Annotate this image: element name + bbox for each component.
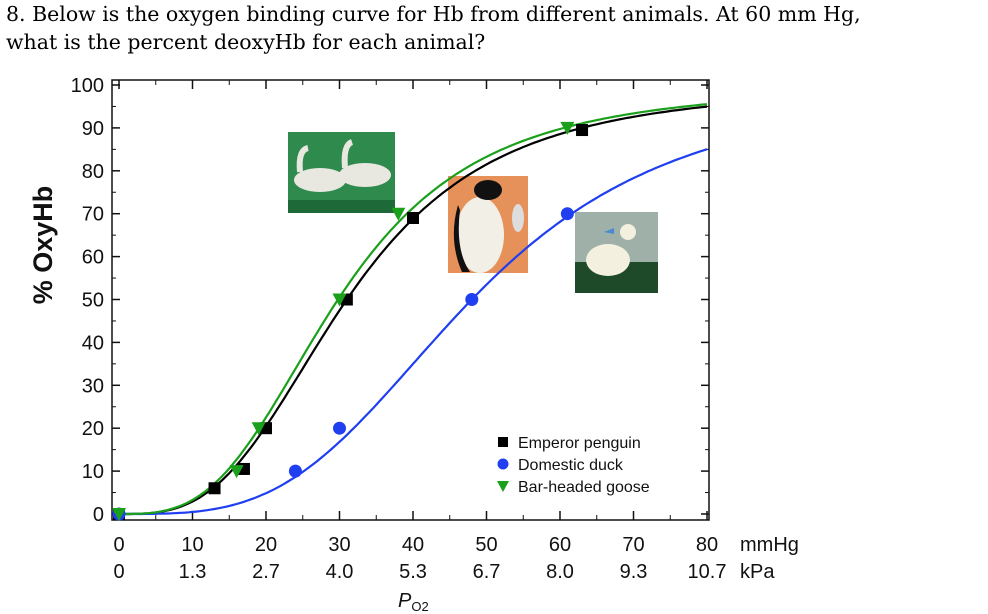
x-tick-label-kpa: 1.3	[179, 561, 207, 583]
y-tick-label: 20	[82, 418, 104, 440]
domestic-duck-photo	[575, 212, 658, 293]
y-tick-label: 90	[82, 118, 104, 140]
y-axis-label: % OxyHb	[28, 186, 58, 305]
x-tick-label-kpa: 8.0	[546, 561, 574, 583]
point-bar-headed-goose	[391, 207, 406, 221]
curve-emperor-penguin	[119, 105, 708, 516]
x-tick-label-kpa: 6.7	[473, 561, 501, 583]
legend-marker-emperor-penguin	[498, 437, 508, 447]
point-bar-headed-goose	[112, 508, 126, 521]
question-line-1: 8. Below is the oxygen binding curve for…	[6, 2, 861, 26]
y-tick-label: 40	[82, 332, 104, 354]
curve-bar-headed-goose	[119, 103, 708, 516]
emperor-penguin-photo	[448, 176, 528, 273]
curve-domestic-duck	[119, 148, 708, 516]
point-bar-headed-goose	[332, 293, 347, 307]
point-bar-headed-goose	[560, 121, 575, 135]
x-tick-label-kpa: 5.3	[399, 561, 427, 583]
y-tick-label: 10	[82, 461, 104, 483]
plot-frame	[111, 79, 710, 521]
legend-label-bar-headed-goose: Bar-headed goose	[518, 479, 650, 496]
x-tick-label-mmhg: 80	[696, 534, 718, 556]
x-axis-label-subscript: O2	[411, 599, 428, 614]
question-line-2: what is the percent deoxyHb for each ani…	[6, 30, 486, 54]
x-tick-label-mmhg: 50	[475, 534, 497, 556]
y-tick-label: 30	[82, 375, 104, 397]
x-tick-label-mmhg: 10	[181, 534, 203, 556]
x-unit-mmhg: mmHg	[740, 534, 799, 556]
legend-label-emperor-penguin: Emperor penguin	[518, 435, 641, 452]
x-unit-kpa: kPa	[740, 561, 775, 583]
legend-label-domestic-duck: Domestic duck	[518, 457, 624, 474]
y-tick-label: 50	[82, 290, 104, 312]
legend-marker-domestic-duck	[497, 458, 509, 470]
y-tick-label: 100	[71, 75, 104, 97]
x-tick-label-mmhg: 30	[328, 534, 350, 556]
x-tick-label-kpa: 4.0	[326, 561, 354, 583]
point-emperor-penguin	[576, 124, 589, 137]
x-tick-label-kpa: 0	[113, 561, 124, 583]
point-emperor-penguin	[407, 211, 419, 224]
point-domestic-duck	[333, 421, 346, 435]
bar-headed-goose-photo	[288, 132, 395, 213]
point-domestic-duck	[560, 207, 574, 221]
point-bar-headed-goose	[229, 465, 244, 479]
legend-marker-bar-headed-goose	[497, 481, 509, 492]
y-tick-label: 0	[93, 504, 104, 526]
x-tick-label-kpa: 2.7	[252, 561, 280, 583]
x-tick-label-kpa: 9.3	[620, 561, 648, 583]
point-bar-headed-goose	[251, 422, 266, 436]
point-emperor-penguin	[208, 482, 221, 495]
y-tick-label: 80	[82, 161, 104, 183]
x-tick-label-mmhg: 20	[255, 534, 277, 556]
y-tick-label: 70	[82, 204, 104, 226]
point-domestic-duck	[465, 293, 479, 306]
x-tick-label-mmhg: 0	[113, 534, 124, 556]
point-domestic-duck	[288, 464, 302, 478]
x-tick-label-mmhg: 40	[402, 534, 424, 556]
x-axis-label: PO2	[398, 590, 429, 614]
x-tick-label-mmhg: 70	[622, 534, 644, 556]
y-tick-label: 60	[82, 247, 104, 269]
x-tick-label-kpa: 10.7	[688, 561, 727, 583]
x-tick-label-mmhg: 60	[549, 534, 571, 556]
